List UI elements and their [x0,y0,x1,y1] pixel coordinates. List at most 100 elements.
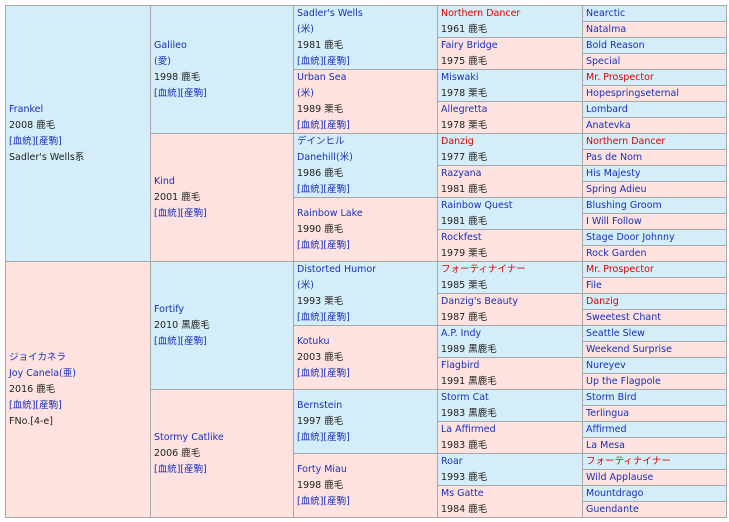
pedigree-links[interactable]: [血統][産駒] [297,55,350,67]
horse-name[interactable]: Blushing Groom [586,199,662,211]
horse-name[interactable]: Danzig [586,295,619,307]
pedigree-links[interactable]: [血統][産駒] [9,399,62,411]
horse-origin[interactable]: (米) [297,87,314,99]
horse-name[interactable]: Stormy Catlike [154,431,224,443]
horse-born: 1989 栗毛 [297,103,344,115]
horse-name[interactable]: Storm Cat [441,391,489,403]
horse-name[interactable]: Nureyev [586,359,626,371]
horse-born: 2003 鹿毛 [297,351,344,363]
horse-name[interactable]: Forty Miau [297,463,347,475]
horse-name[interactable]: フォーティナイナー [441,263,526,275]
horse-name[interactable]: デインヒル [297,135,345,147]
horse-cell: Roar 1993 鹿毛 [437,453,583,486]
horse-cell: Rainbow Lake 1990 鹿毛 [血統][産駒] [293,197,438,262]
horse-name[interactable]: Natalma [586,23,627,35]
horse-name[interactable]: Danzig [441,135,474,147]
horse-origin[interactable]: (米) [297,279,314,291]
horse-name[interactable]: Kind [154,175,175,187]
pedigree-links[interactable]: [血統][産駒] [297,367,350,379]
horse-born: 2008 鹿毛 [9,119,56,131]
horse-name[interactable]: Northern Dancer [586,135,666,147]
pedigree-links[interactable]: [血統][産駒] [297,495,350,507]
horse-name[interactable]: Bold Reason [586,39,645,51]
horse-name[interactable]: ジョイカネラ [9,351,67,363]
horse-name[interactable]: Galileo [154,39,187,51]
horse-name[interactable]: Danzig's Beauty [441,295,518,307]
horse-name[interactable]: Up the Flagpole [586,375,661,387]
horse-name[interactable]: Frankel [9,103,44,115]
horse-name[interactable]: Bernstein [297,399,343,411]
pedigree-links[interactable]: [血統][産駒] [9,135,62,147]
horse-name[interactable]: Pas de Nom [586,151,643,163]
pedigree-links[interactable]: [血統][産駒] [154,335,207,347]
horse-name[interactable]: Allegretta [441,103,488,115]
horse-name[interactable]: Hopespringseternal [586,87,679,99]
horse-name[interactable]: Razyana [441,167,482,179]
horse-name[interactable]: Storm Bird [586,391,637,403]
horse-name[interactable]: His Majesty [586,167,641,179]
pedigree-links[interactable]: [血統][産駒] [297,431,350,443]
pedigree-links[interactable]: [血統][産駒] [297,119,350,131]
horse-cell: Spring Adieu [582,181,727,198]
horse-name[interactable]: Northern Dancer [441,7,521,19]
horse-name[interactable]: Affirmed [586,423,627,435]
horse-name[interactable]: Roar [441,455,463,467]
horse-name[interactable]: Rockfest [441,231,482,243]
horse-name[interactable]: La Mesa [586,439,625,451]
horse-name[interactable]: Special [586,55,621,67]
horse-name[interactable]: La Affirmed [441,423,496,435]
horse-name[interactable]: File [586,279,602,291]
horse-name[interactable]: Sweetest Chant [586,311,661,323]
horse-name[interactable]: Mr. Prospector [586,263,654,275]
pedigree-links[interactable]: [血統][産駒] [297,239,350,251]
horse-name[interactable]: Lombard [586,103,628,115]
horse-name[interactable]: Mr. Prospector [586,71,654,83]
horse-name[interactable]: Anatevka [586,119,631,131]
horse-cell: Storm Bird [582,389,727,406]
horse-name[interactable]: Weekend Surprise [586,343,672,355]
horse-origin[interactable]: (愛) [154,55,171,67]
horse-name[interactable]: Stage Door Johnny [586,231,675,243]
horse-name[interactable]: Rock Garden [586,247,647,259]
pedigree-links[interactable]: [血統][産駒] [154,207,207,219]
horse-cell: Nureyev [582,357,727,374]
horse-born: 2016 鹿毛 [9,383,56,395]
horse-name[interactable]: Wild Applause [586,471,654,483]
horse-name[interactable]: Urban Sea [297,71,347,83]
horse-name[interactable]: I Will Follow [586,215,642,227]
horse-born: 1991 黒鹿毛 [441,375,497,387]
horse-name[interactable]: Terlingua [586,407,630,419]
horse-cell: Flagbird 1991 黒鹿毛 [437,357,583,390]
pedigree-links[interactable]: [血統][産駒] [297,183,350,195]
horse-name[interactable]: Nearctic [586,7,626,19]
horse-name[interactable]: Mountdrago [586,487,644,499]
horse-cell: Special [582,53,727,70]
horse-born: 1985 栗毛 [441,279,488,291]
pedigree-links[interactable]: [血統][産駒] [154,463,207,475]
horse-cell: Northern Dancer [582,133,727,150]
horse-name[interactable]: Rainbow Lake [297,207,363,219]
horse-name[interactable]: Fairy Bridge [441,39,498,51]
horse-name[interactable]: A.P. Indy [441,327,482,339]
horse-cell: ジョイカネラ Joy Canela(亜) 2016 鹿毛 [血統][産駒] FNo.[4… [5,261,151,518]
horse-alt-name[interactable]: Joy Canela(亜) [9,367,76,379]
horse-name[interactable]: Ms Gatte [441,487,484,499]
pedigree-links[interactable]: [血統][産駒] [154,87,207,99]
horse-cell: Mr. Prospector [582,261,727,278]
horse-alt-name[interactable]: Danehill(米) [297,151,353,163]
horse-cell: Forty Miau 1998 鹿毛 [血統][産駒] [293,453,438,518]
horse-name[interactable]: Miswaki [441,71,479,83]
horse-origin[interactable]: (米) [297,23,314,35]
horse-name[interactable]: Guendante [586,503,639,515]
horse-name[interactable]: Seattle Slew [586,327,645,339]
horse-name[interactable]: Sadler's Wells [297,7,363,19]
horse-name[interactable]: フォーティナイナー [586,455,671,467]
horse-name[interactable]: Rainbow Quest [441,199,513,211]
horse-name[interactable]: Kotuku [297,335,330,347]
horse-name[interactable]: Spring Adieu [586,183,647,195]
pedigree-links[interactable]: [血統][産駒] [297,311,350,323]
horse-name[interactable]: Fortify [154,303,185,315]
horse-born: 1984 鹿毛 [441,503,488,515]
horse-name[interactable]: Flagbird [441,359,480,371]
horse-name[interactable]: Distorted Humor [297,263,377,275]
